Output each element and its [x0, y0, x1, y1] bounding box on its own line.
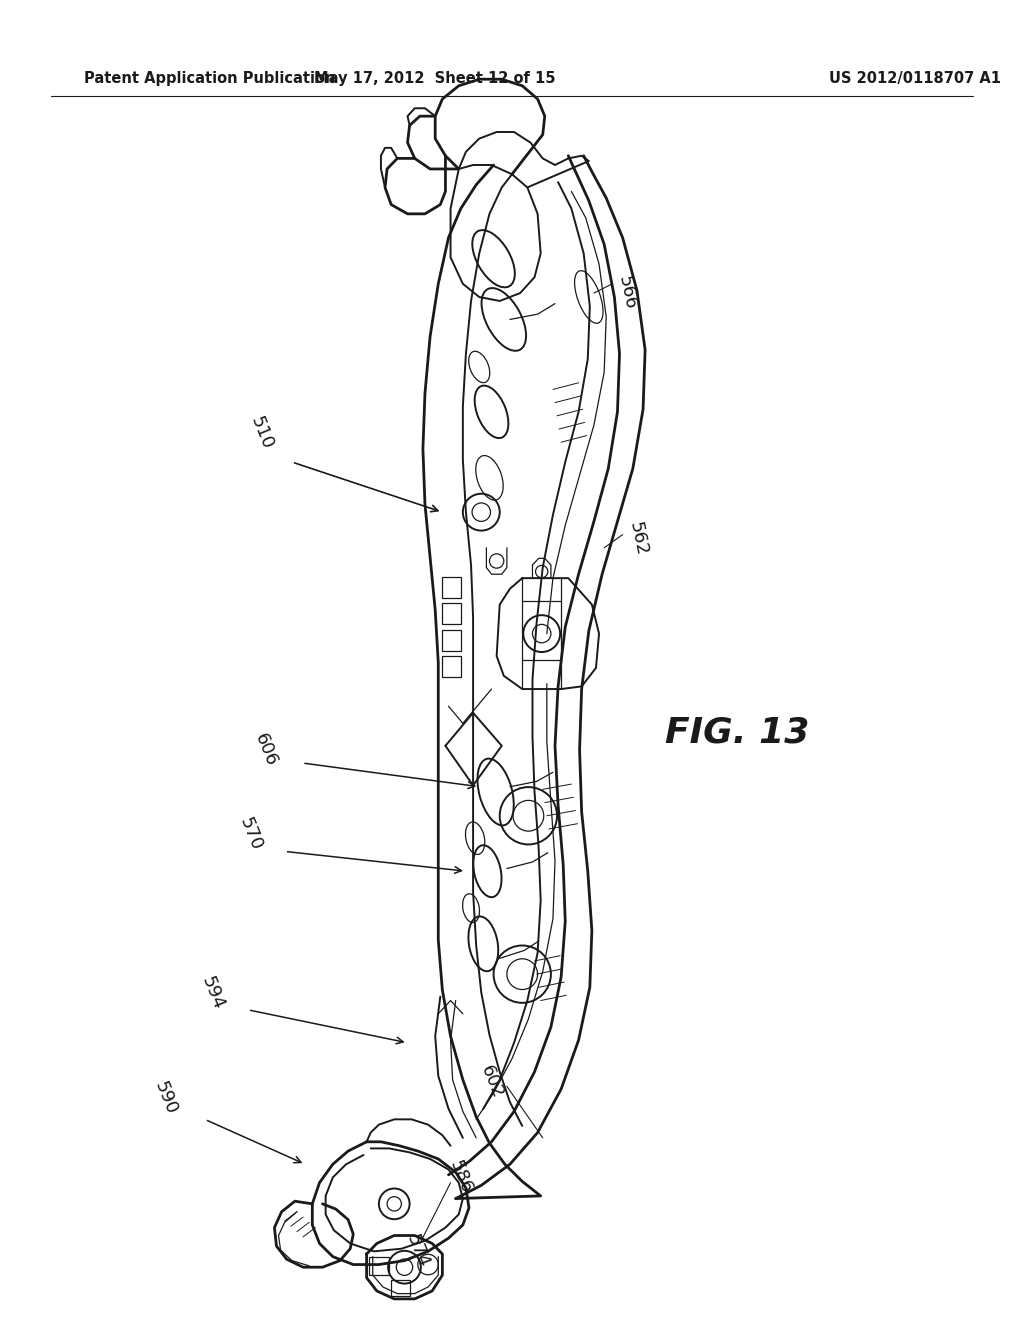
- Text: 510: 510: [247, 413, 275, 453]
- Text: Patent Application Publication: Patent Application Publication: [84, 71, 336, 86]
- Text: 594: 594: [199, 973, 227, 1012]
- Text: 602: 602: [477, 1063, 506, 1102]
- Bar: [369, 1257, 389, 1275]
- Text: May 17, 2012  Sheet 12 of 15: May 17, 2012 Sheet 12 of 15: [314, 71, 556, 86]
- Text: 574: 574: [403, 1232, 432, 1271]
- Bar: [391, 1280, 410, 1296]
- Text: 606: 606: [252, 731, 281, 768]
- Bar: [442, 603, 461, 624]
- Text: 590: 590: [152, 1078, 180, 1118]
- Bar: [442, 656, 461, 677]
- Text: 586: 586: [446, 1158, 475, 1197]
- Text: 570: 570: [237, 814, 265, 854]
- Text: 562: 562: [626, 520, 650, 557]
- Bar: [442, 577, 461, 598]
- Text: US 2012/0118707 A1: US 2012/0118707 A1: [829, 71, 1001, 86]
- Text: 566: 566: [614, 275, 639, 312]
- Text: FIG. 13: FIG. 13: [666, 715, 809, 750]
- Bar: [442, 630, 461, 651]
